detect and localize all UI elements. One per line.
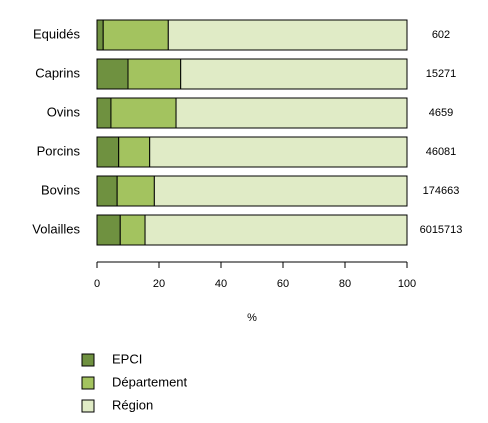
bar-segment bbox=[96, 214, 121, 246]
bar-segment bbox=[118, 136, 151, 168]
bar-segment bbox=[96, 97, 112, 129]
legend-swatch bbox=[81, 353, 95, 367]
x-tick-label: 0 bbox=[94, 278, 100, 290]
bar-segment bbox=[153, 175, 408, 207]
bar-segment bbox=[96, 58, 129, 90]
category-label: Ovins bbox=[47, 104, 81, 119]
bar-segment bbox=[149, 136, 408, 168]
x-axis-label: % bbox=[247, 312, 257, 324]
category-label: Equidés bbox=[33, 26, 80, 41]
legend-swatch bbox=[81, 399, 95, 413]
x-tick-label: 100 bbox=[398, 278, 416, 290]
bar-segment bbox=[144, 214, 408, 246]
x-tick-label: 40 bbox=[215, 278, 227, 290]
bar-segment bbox=[102, 19, 169, 51]
x-tick-label: 20 bbox=[153, 278, 165, 290]
x-tick-label: 60 bbox=[277, 278, 289, 290]
bar-segment bbox=[96, 19, 104, 51]
legend-label: Département bbox=[112, 374, 188, 389]
x-tick-label: 80 bbox=[339, 278, 351, 290]
total-label: 15271 bbox=[426, 68, 457, 80]
category-label: Bovins bbox=[41, 182, 81, 197]
bar-segment bbox=[110, 97, 177, 129]
total-label: 602 bbox=[432, 29, 450, 41]
total-label: 6015713 bbox=[420, 224, 463, 236]
bar-segment bbox=[180, 58, 408, 90]
total-label: 174663 bbox=[423, 185, 460, 197]
legend-label: Région bbox=[112, 397, 153, 412]
legend-label: EPCI bbox=[112, 351, 142, 366]
bar-segment bbox=[167, 19, 408, 51]
bar-segment bbox=[96, 175, 118, 207]
bar-segment bbox=[175, 97, 408, 129]
category-label: Caprins bbox=[35, 65, 80, 80]
total-label: 46081 bbox=[426, 146, 457, 158]
bar-segment bbox=[119, 214, 146, 246]
bar-segment bbox=[127, 58, 182, 90]
category-label: Volailles bbox=[32, 221, 80, 236]
legend-swatch bbox=[81, 376, 95, 390]
bar-segment bbox=[96, 136, 120, 168]
total-label: 4659 bbox=[429, 107, 453, 119]
category-label: Porcins bbox=[37, 143, 81, 158]
bar-segment bbox=[116, 175, 155, 207]
